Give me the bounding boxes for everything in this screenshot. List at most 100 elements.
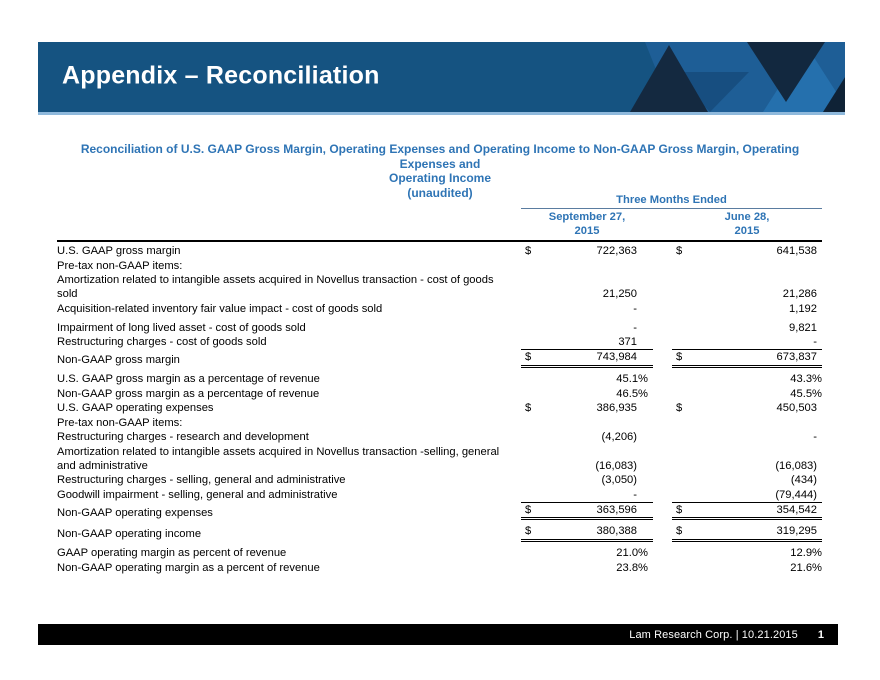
value-sep27: 45.1% bbox=[521, 372, 653, 386]
value-jun28: (79,444) bbox=[672, 488, 822, 502]
cell-value: 21,250 bbox=[602, 288, 637, 301]
cell-value: 21.6% bbox=[790, 561, 822, 574]
value-jun28: 45.5% bbox=[672, 387, 822, 401]
row-label: Amortization related to intangible asset… bbox=[57, 274, 494, 301]
table-row: Non-GAAP gross margin as a percentage of… bbox=[57, 386, 822, 401]
table-title-line3: (unaudited) bbox=[407, 185, 473, 200]
value-jun28: 21.6% bbox=[672, 561, 822, 575]
page-number: 1 bbox=[817, 628, 824, 641]
table-row: Amortization related to intangible asset… bbox=[57, 445, 822, 473]
value-sep27: 46.5% bbox=[521, 387, 653, 401]
table-row: U.S. GAAP gross margin as a percentage o… bbox=[57, 372, 822, 387]
row-label: Amortization related to intangible asset… bbox=[57, 445, 500, 472]
dollar-sign: $ bbox=[525, 402, 532, 415]
cell-value: 386,935 bbox=[596, 402, 637, 415]
table-title-line2: Operating Income bbox=[388, 171, 492, 185]
cell-value: - bbox=[633, 488, 637, 501]
value-sep27: - bbox=[521, 302, 653, 316]
cell-value: - bbox=[633, 302, 637, 315]
value-sep27: - bbox=[521, 488, 653, 502]
row-label: Non-GAAP operating margin as a percent o… bbox=[57, 561, 320, 574]
value-sep27: $722,363 bbox=[521, 244, 653, 258]
table-row: Restructuring charges - selling, general… bbox=[57, 473, 822, 488]
value-sep27: (16,083) bbox=[521, 459, 653, 473]
table-body: U.S. GAAP gross margin $722,363 $641,538 Pr… bbox=[57, 240, 822, 575]
table-row: Non-GAAP operating income $380,388 $319,29… bbox=[57, 524, 822, 542]
cell-value: (3,050) bbox=[601, 474, 637, 487]
value-jun28: 12.9% bbox=[672, 546, 822, 560]
table-row: Impairment of long lived asset - cost of… bbox=[57, 320, 822, 335]
cell-value: 21.0% bbox=[616, 546, 648, 559]
value-jun28: 9,821 bbox=[672, 321, 822, 335]
value-jun28: 1,192 bbox=[672, 302, 822, 316]
value-sep27: - bbox=[521, 321, 653, 335]
cell-value: 1,192 bbox=[789, 302, 817, 315]
dollar-sign: $ bbox=[676, 504, 683, 517]
table-title-line1: Reconciliation of U.S. GAAP Gross Margin… bbox=[80, 142, 800, 171]
footer-credit: Lam Research Corp. | 10.21.2015 bbox=[629, 628, 798, 641]
column-header-sep27: September 27, 2015 bbox=[548, 211, 626, 237]
dollar-sign: $ bbox=[676, 351, 683, 364]
row-label: Acquisition-related inventory fair value… bbox=[57, 302, 383, 315]
table-row: Non-GAAP operating expenses $363,596 $354,… bbox=[57, 502, 822, 521]
cell-value: 363,596 bbox=[596, 504, 637, 517]
dollar-sign: $ bbox=[525, 504, 532, 517]
cell-value: - bbox=[633, 321, 637, 334]
row-label: Non-GAAP gross margin as a percentage of… bbox=[57, 387, 320, 400]
table-header: Three Months Ended September 27, 2015 Ju… bbox=[57, 193, 822, 240]
row-label: Non-GAAP gross margin bbox=[57, 354, 180, 367]
cell-value: 43.3% bbox=[790, 372, 822, 385]
dollar-sign: $ bbox=[525, 525, 532, 538]
cell-value: (4,206) bbox=[601, 431, 637, 444]
value-jun28: $319,295 bbox=[672, 524, 822, 542]
table-row: GAAP operating margin as percent of reve… bbox=[57, 546, 822, 561]
table-row: Non-GAAP gross margin $743,984 $673,837 bbox=[57, 349, 822, 368]
cell-value: (16,083) bbox=[595, 459, 637, 472]
value-sep27: 21.0% bbox=[521, 546, 653, 560]
table-row: Acquisition-related inventory fair value… bbox=[57, 302, 822, 317]
value-jun28: $673,837 bbox=[672, 349, 822, 368]
cell-value: 319,295 bbox=[776, 525, 817, 538]
cell-value: 641,538 bbox=[776, 245, 817, 258]
row-label: Restructuring charges - research and dev… bbox=[57, 431, 309, 444]
cell-value: 380,388 bbox=[596, 525, 637, 538]
row-label: Pre-tax non-GAAP items: bbox=[57, 259, 183, 272]
table-row: Goodwill impairment - selling, general a… bbox=[57, 488, 822, 503]
cell-value: 23.8% bbox=[616, 561, 648, 574]
cell-value: 45.5% bbox=[790, 387, 822, 400]
value-sep27: $743,984 bbox=[521, 349, 653, 368]
cell-value: 743,984 bbox=[596, 351, 637, 364]
table-row: Restructuring charges - research and dev… bbox=[57, 430, 822, 445]
cell-value: (16,083) bbox=[775, 459, 817, 472]
cell-value: (434) bbox=[790, 474, 817, 487]
column-header-jun28: June 28, 2015 bbox=[724, 211, 770, 237]
table-row: Pre-tax non-GAAP items: bbox=[57, 259, 822, 274]
value-sep27: $380,388 bbox=[521, 524, 653, 542]
value-jun28: $354,542 bbox=[672, 502, 822, 521]
cell-value: 722,363 bbox=[596, 245, 637, 258]
table-row: U.S. GAAP gross margin $722,363 $641,538 bbox=[57, 244, 822, 259]
value-sep27: 371 bbox=[521, 335, 653, 349]
value-jun28: 21,286 bbox=[672, 287, 822, 301]
dollar-sign: $ bbox=[525, 351, 532, 364]
table-row: U.S. GAAP operating expenses $386,935 $450… bbox=[57, 401, 822, 416]
value-jun28: 43.3% bbox=[672, 372, 822, 386]
dollar-sign: $ bbox=[676, 402, 683, 415]
row-label: U.S. GAAP gross margin as a percentage o… bbox=[57, 372, 320, 385]
cell-value: 12.9% bbox=[790, 546, 822, 559]
page-title: Appendix – Reconciliation bbox=[62, 61, 380, 90]
value-sep27: $386,935 bbox=[521, 401, 653, 415]
dollar-sign: $ bbox=[676, 245, 683, 258]
cell-value: - bbox=[813, 336, 817, 349]
value-sep27: 21,250 bbox=[521, 287, 653, 301]
row-label: Goodwill impairment - selling, general a… bbox=[57, 488, 338, 501]
table-row: Non-GAAP operating margin as a percent o… bbox=[57, 560, 822, 575]
value-sep27: $363,596 bbox=[521, 502, 653, 521]
value-jun28: - bbox=[672, 430, 822, 444]
value-sep27: (3,050) bbox=[521, 473, 653, 487]
table-title: Reconciliation of U.S. GAAP Gross Margin… bbox=[60, 142, 820, 200]
value-jun28: (434) bbox=[672, 473, 822, 487]
row-label: GAAP operating margin as percent of reve… bbox=[57, 546, 287, 559]
table-row: Pre-tax non-GAAP items: bbox=[57, 415, 822, 430]
